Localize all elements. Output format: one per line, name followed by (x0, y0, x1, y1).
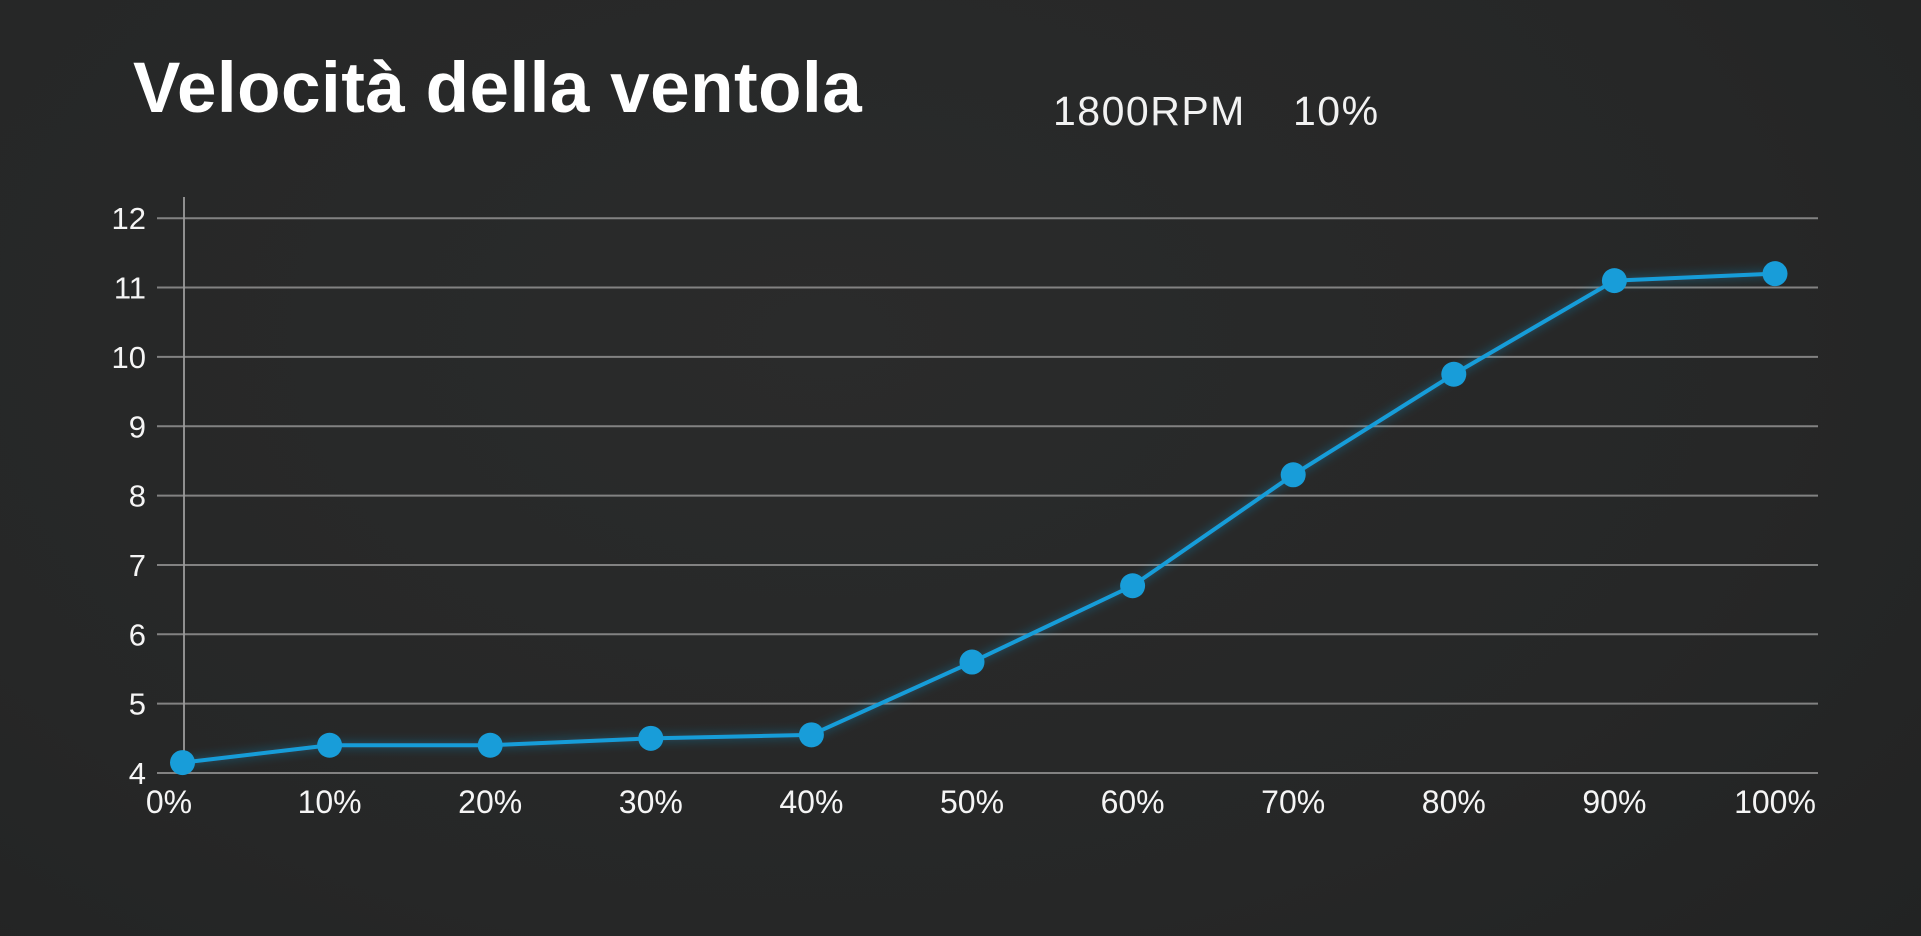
fan-curve-point[interactable] (1601, 268, 1627, 294)
fan-curve-line (180, 271, 1777, 765)
x-tick-label: 80% (1422, 784, 1486, 820)
fan-curve-point[interactable] (1762, 261, 1788, 287)
fan-curve-point[interactable] (638, 725, 664, 751)
fan-curve-point[interactable] (1120, 573, 1146, 599)
fan-curve-point[interactable] (1280, 462, 1306, 488)
y-tick-label: 12 (112, 201, 146, 236)
gridlines (157, 217, 1818, 774)
y-tick-label: 11 (114, 271, 146, 306)
fan-curve-point[interactable] (1441, 361, 1467, 387)
y-tick-label: 8 (129, 479, 146, 514)
fan-curve-point[interactable] (798, 722, 824, 748)
x-tick-label: 90% (1582, 784, 1646, 820)
x-tick-label: 10% (298, 784, 362, 820)
x-tick-label: 50% (940, 784, 1004, 820)
x-tick-label: 40% (779, 784, 843, 820)
y-tick-label: 6 (129, 617, 146, 652)
y-tick-label: 4 (129, 756, 146, 791)
fan-curve-series (170, 261, 1788, 776)
fan-curve-point[interactable] (959, 649, 985, 675)
x-tick-label: 60% (1101, 784, 1165, 820)
y-tick-label: 9 (129, 409, 146, 444)
y-tick-label: 10 (112, 340, 146, 375)
axis-labels: 4 5 6 7 8 9 10 11 12 0% 10% 20% 30% 40% 50% 60% 70% 80% 90… (112, 201, 1816, 820)
fan-curve-point[interactable] (317, 732, 343, 758)
x-tick-label: 20% (458, 784, 522, 820)
x-tick-label: 0% (146, 784, 192, 820)
y-tick-label: 7 (129, 548, 146, 583)
x-tick-label: 70% (1261, 784, 1325, 820)
fan-curve-point[interactable] (170, 750, 195, 776)
fan-curve-point[interactable] (477, 732, 503, 758)
x-tick-label: 100% (1734, 784, 1816, 820)
x-tick-label: 30% (619, 784, 683, 820)
y-tick-label: 5 (129, 687, 146, 722)
